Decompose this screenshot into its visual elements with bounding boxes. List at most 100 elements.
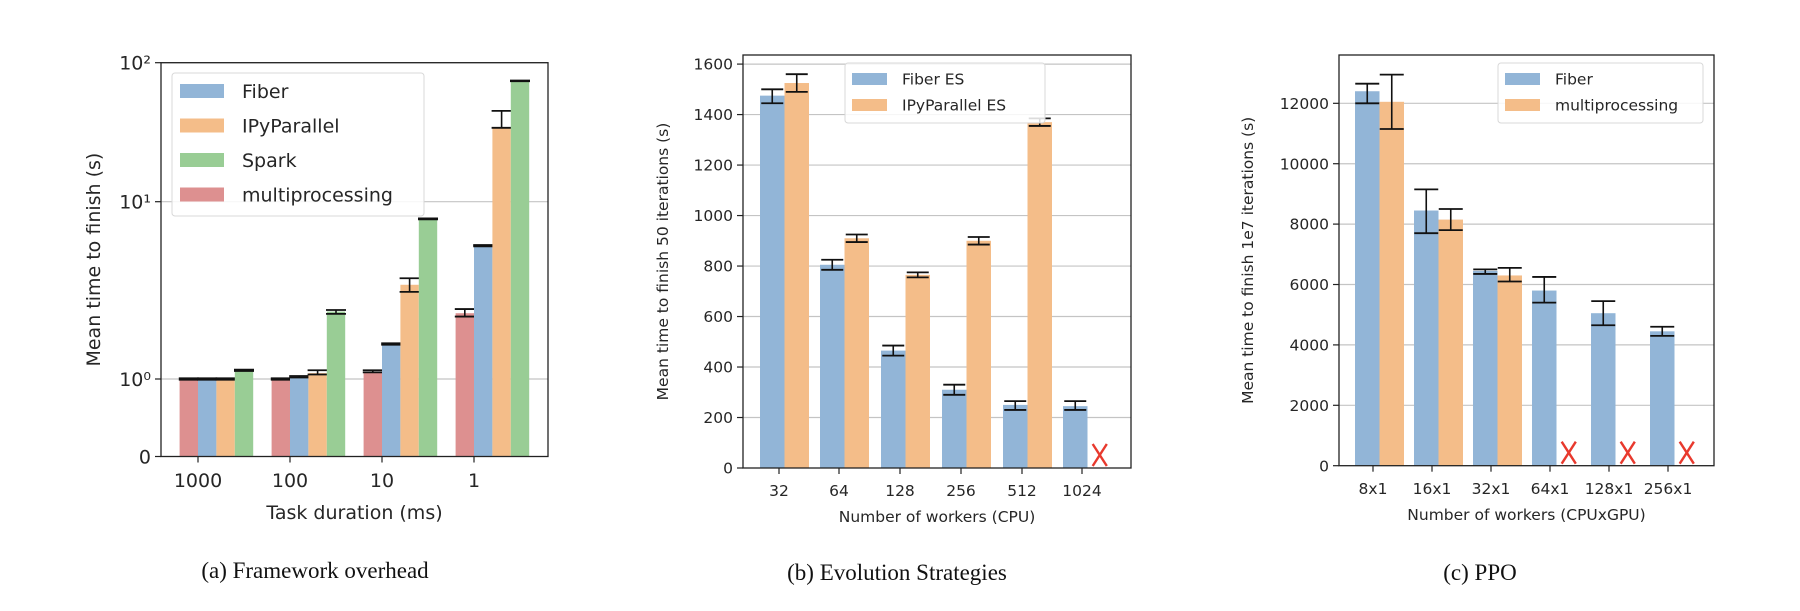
y-tick-label: 10² (119, 53, 151, 75)
x-mark-stroke (1678, 441, 1695, 465)
error-bar (882, 344, 905, 357)
bar (1414, 210, 1439, 466)
bar (760, 95, 785, 468)
bar (234, 370, 254, 457)
legend-box (844, 62, 1046, 124)
y-tick-label: 400 (703, 359, 733, 377)
bar (844, 238, 869, 468)
x-tick-label: 8x1 (1359, 480, 1388, 498)
x-tick-label: 512 (1007, 482, 1037, 500)
axes-frame (160, 62, 549, 458)
bar (1355, 91, 1380, 466)
legend-swatch (852, 73, 887, 85)
error-bar (906, 271, 929, 279)
y-tick-label: 1000 (694, 207, 733, 225)
error-bar (1355, 82, 1380, 105)
legend-label: multiprocessing (242, 184, 393, 206)
figure-caption: (b) Evolution Strategies (787, 560, 1007, 585)
bar (1591, 313, 1616, 466)
legend-swatch (1505, 99, 1540, 111)
bar (820, 264, 845, 468)
error-bar (491, 110, 512, 129)
chart-0: 0 10⁰ 10¹ 10² 1000 100 10 1 Task duration (ms) Me… (83, 53, 549, 583)
error-bar (289, 375, 310, 379)
y-tick-label: 10000 (1280, 155, 1329, 173)
bar (474, 245, 493, 457)
legend-swatch (180, 153, 224, 167)
bar (1027, 122, 1052, 469)
error-bar (418, 217, 438, 221)
missing-marker (1619, 441, 1636, 465)
legend-swatch (180, 84, 224, 98)
bar (942, 389, 967, 468)
bar (1650, 331, 1675, 466)
y-tick-label: 10¹ (119, 192, 151, 214)
error-bar (234, 368, 254, 372)
x-tick-label: 256 (946, 482, 976, 500)
legend-label: Spark (242, 150, 297, 172)
x-mark-stroke (1619, 441, 1636, 465)
y-tick-label: 6000 (1290, 276, 1329, 294)
bar (363, 371, 382, 457)
error-bar (1438, 208, 1463, 232)
error-bar (178, 377, 199, 381)
error-bar (381, 342, 402, 346)
y-tick-label: 10⁰ (119, 369, 151, 391)
y-tick-label: 12000 (1280, 95, 1329, 113)
legend-box (1497, 62, 1704, 124)
x-tick-label: 64 (829, 482, 849, 500)
y-tick-label: 1600 (694, 56, 733, 74)
bar (1497, 275, 1522, 466)
x-tick-label: 32 (769, 482, 789, 500)
chart-2: 0 2000 4000 6000 8000 10000 12000 8x1 16x1 32x1 64… (1239, 54, 1715, 585)
missing-marker (1560, 441, 1577, 465)
y-tick-label: 8000 (1290, 216, 1329, 234)
y-tick-label: 600 (703, 308, 733, 326)
bar (216, 379, 235, 457)
error-bar (1532, 276, 1557, 304)
x-tick-label: 10 (370, 470, 394, 492)
legend: Fiber ES IPyParallel ES (844, 62, 1046, 124)
legend-swatch (852, 99, 887, 111)
error-bar (785, 73, 808, 93)
error-bar (362, 369, 383, 374)
x-tick-label: 32x1 (1472, 480, 1511, 498)
x-tick-label: 1 (468, 470, 480, 492)
bar (1532, 290, 1557, 466)
legend-swatch (1505, 73, 1540, 85)
error-bar (399, 277, 420, 293)
missing-marker (1091, 443, 1108, 467)
bar (784, 83, 809, 468)
error-bar (454, 308, 475, 318)
y-tick-label: 1200 (694, 157, 733, 175)
bar (510, 80, 530, 457)
error-bar (307, 369, 328, 376)
y-tick-label: 1400 (694, 106, 733, 124)
error-bar (821, 258, 844, 271)
x-tick-label: 100 (272, 470, 308, 492)
error-bar (967, 236, 990, 246)
bar (418, 218, 438, 457)
x-tick-label: 1024 (1062, 482, 1101, 500)
x-tick-label: 64x1 (1531, 480, 1570, 498)
bar (1003, 404, 1028, 468)
bar (271, 379, 290, 457)
x-tick-label: 256x1 (1644, 480, 1693, 498)
legend-label: Fiber ES (902, 71, 964, 89)
error-bar (1379, 73, 1404, 130)
error-bar (761, 88, 784, 105)
error-bar (943, 383, 966, 396)
legend-label: multiprocessing (1555, 97, 1678, 115)
x-axis-label: Number of workers (CPU) (839, 508, 1036, 526)
error-bar (1004, 400, 1027, 411)
y-tick-label: 0 (139, 446, 151, 468)
y-axis-label: Mean time to finish 1e7 iterations (s) (1239, 117, 1257, 404)
y-tick-label: 0 (723, 460, 733, 478)
x-axis-label: Number of workers (CPUxGPU) (1407, 506, 1645, 524)
bar (966, 240, 991, 468)
x-mark-stroke (1091, 443, 1108, 467)
y-tick-label: 4000 (1290, 336, 1329, 354)
axes-frame (742, 54, 1132, 469)
missing-marker (1678, 441, 1695, 465)
